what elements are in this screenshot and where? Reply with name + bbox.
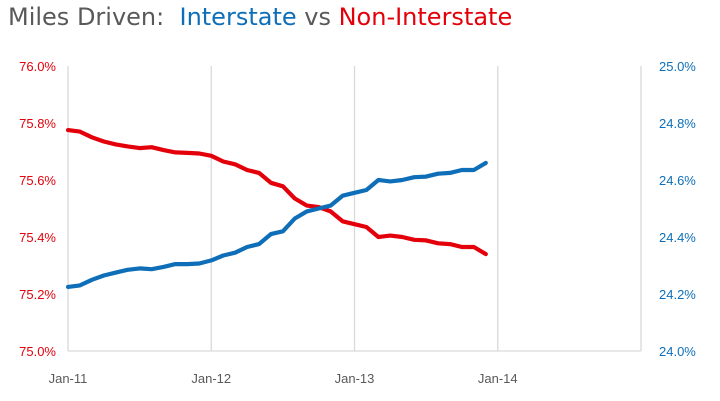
y-left-tick-label: 75.6% (19, 173, 56, 188)
title-interstate: Interstate (179, 3, 297, 31)
y-right-tick-label: 24.6% (659, 173, 696, 188)
series-line-interstate (65, 160, 488, 289)
y-left-tick-label: 75.8% (19, 116, 56, 131)
y-right-tick-label: 24.2% (659, 287, 696, 302)
title-non-interstate: Non-Interstate (338, 3, 513, 31)
y-right-tick-label: 24.0% (659, 344, 696, 359)
y-left-tick-label: 75.0% (19, 344, 56, 359)
series-line-non-interstate (65, 128, 488, 257)
x-tick-label: Jan-13 (335, 371, 375, 386)
title-prefix: Miles Driven: (8, 3, 180, 31)
x-tick-label: Jan-11 (49, 371, 88, 386)
y-left-tick-label: 76.0% (19, 59, 56, 74)
y-right-tick-label: 24.4% (659, 230, 696, 245)
x-tick-label: Jan-14 (478, 371, 518, 386)
title-vs: vs (296, 3, 339, 31)
chart-title: Miles Driven: Interstate vs Non-Intersta… (8, 3, 512, 31)
y-right-tick-label: 24.8% (659, 116, 696, 131)
x-tick-label: Jan-12 (191, 371, 231, 386)
y-right-tick-label: 25.0% (659, 59, 696, 74)
y-left-tick-label: 75.2% (19, 287, 56, 302)
y-left-tick-label: 75.4% (19, 230, 56, 245)
